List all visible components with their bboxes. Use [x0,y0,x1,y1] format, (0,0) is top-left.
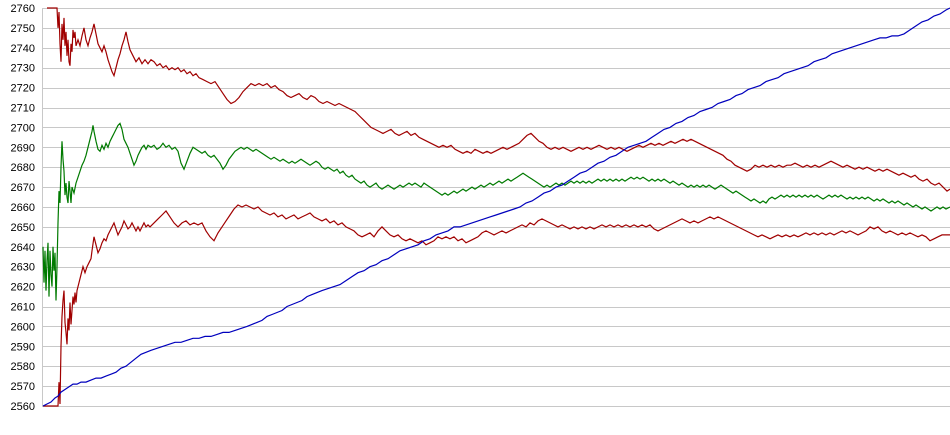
y-axis-label: 2730 [11,63,35,75]
y-axis-label: 2760 [11,3,35,15]
y-axis-label: 2560 [11,401,35,413]
series-2-green-line [42,122,950,301]
y-axis-label: 2590 [11,341,35,353]
y-axis-label: 2660 [11,202,35,214]
y-axis-label: 2700 [11,122,35,134]
y-axis-label: 2600 [11,321,35,333]
y-axis-label: 2720 [11,83,35,95]
y-axis-label: 2680 [11,162,35,174]
y-axis-label: 2580 [11,361,35,373]
y-axis-label: 2570 [11,381,35,393]
y-axis-label: 2620 [11,282,35,294]
y-axis-label: 2670 [11,182,35,194]
y-axis-label: 2690 [11,142,35,154]
y-axis-label: 2640 [11,242,35,254]
y-axis-label: 2750 [11,23,35,35]
y-axis-label: 2610 [11,302,35,314]
series-1-red-upper-line [47,7,950,192]
y-axis-label: 2630 [11,262,35,274]
series-3-red-lower-line [43,204,950,407]
series-4-blue-line [42,7,950,407]
y-axis-label: 2650 [11,222,35,234]
y-axis-label: 2740 [11,43,35,55]
y-axis-label: 2710 [11,103,35,115]
